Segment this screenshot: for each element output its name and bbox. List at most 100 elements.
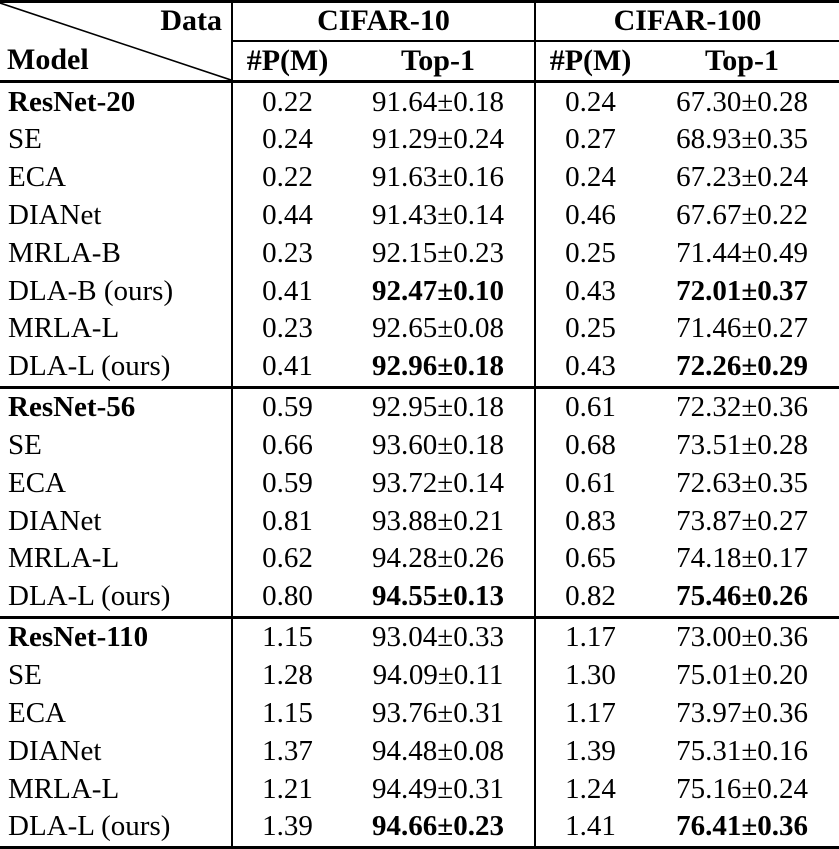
param-count-cell: 0.24 (534, 81, 646, 121)
param-count-cell: 1.39 (231, 807, 342, 849)
top1-accuracy-cell: 71.46±0.27 (676, 312, 808, 345)
col-header-params-cifar10: #P(M) (231, 40, 342, 83)
param-count-cell: 0.24 (231, 121, 342, 159)
param-count-cell: 0.65 (534, 540, 646, 578)
table-row: DLA-L (ours) 1.39 94.66±0.23 1.41 76.41±0.36 (0, 807, 839, 849)
param-count-cell: 1.28 (231, 656, 342, 695)
corner-header-cell: Data Model (0, 1, 232, 83)
top1-accuracy-cell: 73.00±0.36 (676, 621, 808, 654)
top1-accuracy-cell: 92.15±0.23 (372, 236, 504, 269)
param-count-cell: 1.17 (534, 617, 646, 657)
param-count-cell: 0.22 (231, 158, 342, 197)
top1-accuracy-cell: 93.88±0.21 (372, 504, 504, 537)
param-count-cell: 1.21 (231, 770, 342, 808)
table-row: DIANet 0.44 91.43±0.14 0.46 67.67±0.22 (0, 196, 839, 235)
param-count-cell: 0.43 (534, 272, 646, 310)
top1-accuracy-cell: 91.29±0.24 (372, 123, 504, 156)
param-count-cell: 0.23 (231, 234, 342, 273)
top1-accuracy-cell: 92.96±0.18 (342, 347, 536, 389)
param-count-cell: 0.80 (231, 577, 342, 619)
top1-accuracy-cell: 91.64±0.18 (372, 85, 504, 118)
param-count-cell: 0.44 (231, 196, 342, 235)
table-row: ResNet-20 0.22 91.64±0.18 0.24 67.30±0.28 (0, 81, 839, 121)
param-count-cell: 0.61 (534, 464, 646, 503)
top1-accuracy-cell: 72.26±0.29 (645, 347, 839, 389)
header-row-groups: Data Model CIFAR-10 CIFAR-100 (0, 1, 839, 83)
top1-accuracy-cell: 72.63±0.35 (676, 466, 808, 499)
param-count-cell: 1.30 (534, 656, 646, 695)
param-count-cell: 1.15 (231, 617, 342, 657)
model-name-cell: DIANet (8, 198, 102, 231)
model-name-cell: MRLA-B (8, 236, 121, 269)
top1-accuracy-cell: 74.18±0.17 (676, 542, 808, 575)
param-count-cell: 0.83 (534, 502, 646, 541)
param-count-cell: 0.68 (534, 426, 646, 465)
model-name-cell: SE (8, 429, 42, 462)
top1-accuracy-cell: 94.49±0.31 (372, 772, 504, 805)
top1-accuracy-cell: 75.01±0.20 (676, 659, 808, 692)
table-row: MRLA-L 0.23 92.65±0.08 0.25 71.46±0.27 (0, 309, 839, 348)
top1-accuracy-cell: 91.63±0.16 (372, 161, 504, 194)
top1-accuracy-cell: 72.32±0.36 (676, 391, 808, 424)
param-count-cell: 0.27 (534, 121, 646, 159)
model-name-cell: ECA (8, 161, 66, 194)
top1-accuracy-cell: 75.16±0.24 (676, 772, 808, 805)
model-name-cell: MRLA-L (8, 542, 120, 575)
table-row: ResNet-110 1.15 93.04±0.33 1.17 73.00±0.36 (0, 617, 839, 657)
table-row: ResNet-56 0.59 92.95±0.18 0.61 72.32±0.36 (0, 387, 839, 427)
table-row: DLA-L (ours) 0.80 94.55±0.13 0.82 75.46±0.26 (0, 577, 839, 619)
top1-accuracy-cell: 93.60±0.18 (372, 429, 504, 462)
col-header-top1-cifar100: Top-1 (645, 40, 839, 83)
table-row: ECA 0.59 93.72±0.14 0.61 72.63±0.35 (0, 464, 839, 503)
top1-accuracy-cell: 68.93±0.35 (676, 123, 808, 156)
param-count-cell: 0.25 (534, 234, 646, 273)
model-name-cell: DLA-L (ours) (0, 347, 232, 389)
column-group-cifar100: CIFAR-100 (534, 1, 839, 42)
model-name-cell: DLA-L (ours) (0, 577, 232, 619)
top1-accuracy-cell: 94.09±0.11 (372, 659, 504, 692)
top1-accuracy-cell: 92.95±0.18 (372, 391, 504, 424)
table-row: DIANet 0.81 93.88±0.21 0.83 73.87±0.27 (0, 502, 839, 541)
table-row: SE 0.66 93.60±0.18 0.68 73.51±0.28 (0, 426, 839, 465)
table-row: SE 1.28 94.09±0.11 1.30 75.01±0.20 (0, 656, 839, 695)
param-count-cell: 0.41 (231, 347, 342, 389)
col-header-params-cifar100: #P(M) (534, 40, 646, 83)
column-group-cifar10: CIFAR-10 (230, 1, 536, 42)
top1-accuracy-cell: 92.65±0.08 (372, 312, 504, 345)
table-row: ECA 0.22 91.63±0.16 0.24 67.23±0.24 (0, 158, 839, 197)
top1-accuracy-cell: 73.97±0.36 (676, 696, 808, 729)
model-name-cell: DLA-B (ours) (8, 274, 174, 307)
table-row: ECA 1.15 93.76±0.31 1.17 73.97±0.36 (0, 694, 839, 733)
model-name-cell: ECA (8, 696, 66, 729)
param-count-cell: 0.23 (231, 309, 342, 348)
top1-accuracy-cell: 75.31±0.16 (676, 734, 808, 767)
param-count-cell: 0.43 (534, 347, 646, 389)
header-row-subcolumns: #P(M) Top-1 #P(M) Top-1 (0, 40, 839, 83)
param-count-cell: 0.82 (534, 577, 646, 619)
top1-accuracy-cell: 76.41±0.36 (645, 807, 839, 849)
model-name-cell: DIANet (8, 504, 102, 537)
param-count-cell: 0.46 (534, 196, 646, 235)
param-count-cell: 0.22 (231, 81, 342, 121)
model-name-cell: ECA (8, 466, 66, 499)
param-count-cell: 0.61 (534, 387, 646, 427)
param-count-cell: 0.25 (534, 309, 646, 348)
param-count-cell: 0.24 (534, 158, 646, 197)
param-count-cell: 0.41 (231, 272, 342, 310)
param-count-cell: 0.62 (231, 540, 342, 578)
top1-accuracy-cell: 94.28±0.26 (372, 542, 504, 575)
table-row: DLA-B (ours) 0.41 92.47±0.10 0.43 72.01±0.37 (0, 272, 839, 310)
param-count-cell: 0.81 (231, 502, 342, 541)
top1-accuracy-cell: 93.76±0.31 (372, 696, 504, 729)
top1-accuracy-cell: 94.48±0.08 (372, 734, 504, 767)
model-name-cell: SE (8, 123, 42, 156)
model-name-cell: ResNet-20 (8, 85, 136, 118)
corner-label-model: Model (7, 43, 89, 76)
top1-accuracy-cell: 67.23±0.24 (676, 161, 808, 194)
top1-accuracy-cell: 94.66±0.23 (342, 807, 536, 849)
top1-accuracy-cell: 73.51±0.28 (676, 429, 808, 462)
param-count-cell: 1.37 (231, 732, 342, 771)
param-count-cell: 0.59 (231, 387, 342, 427)
model-name-cell: DLA-L (ours) (0, 807, 232, 849)
